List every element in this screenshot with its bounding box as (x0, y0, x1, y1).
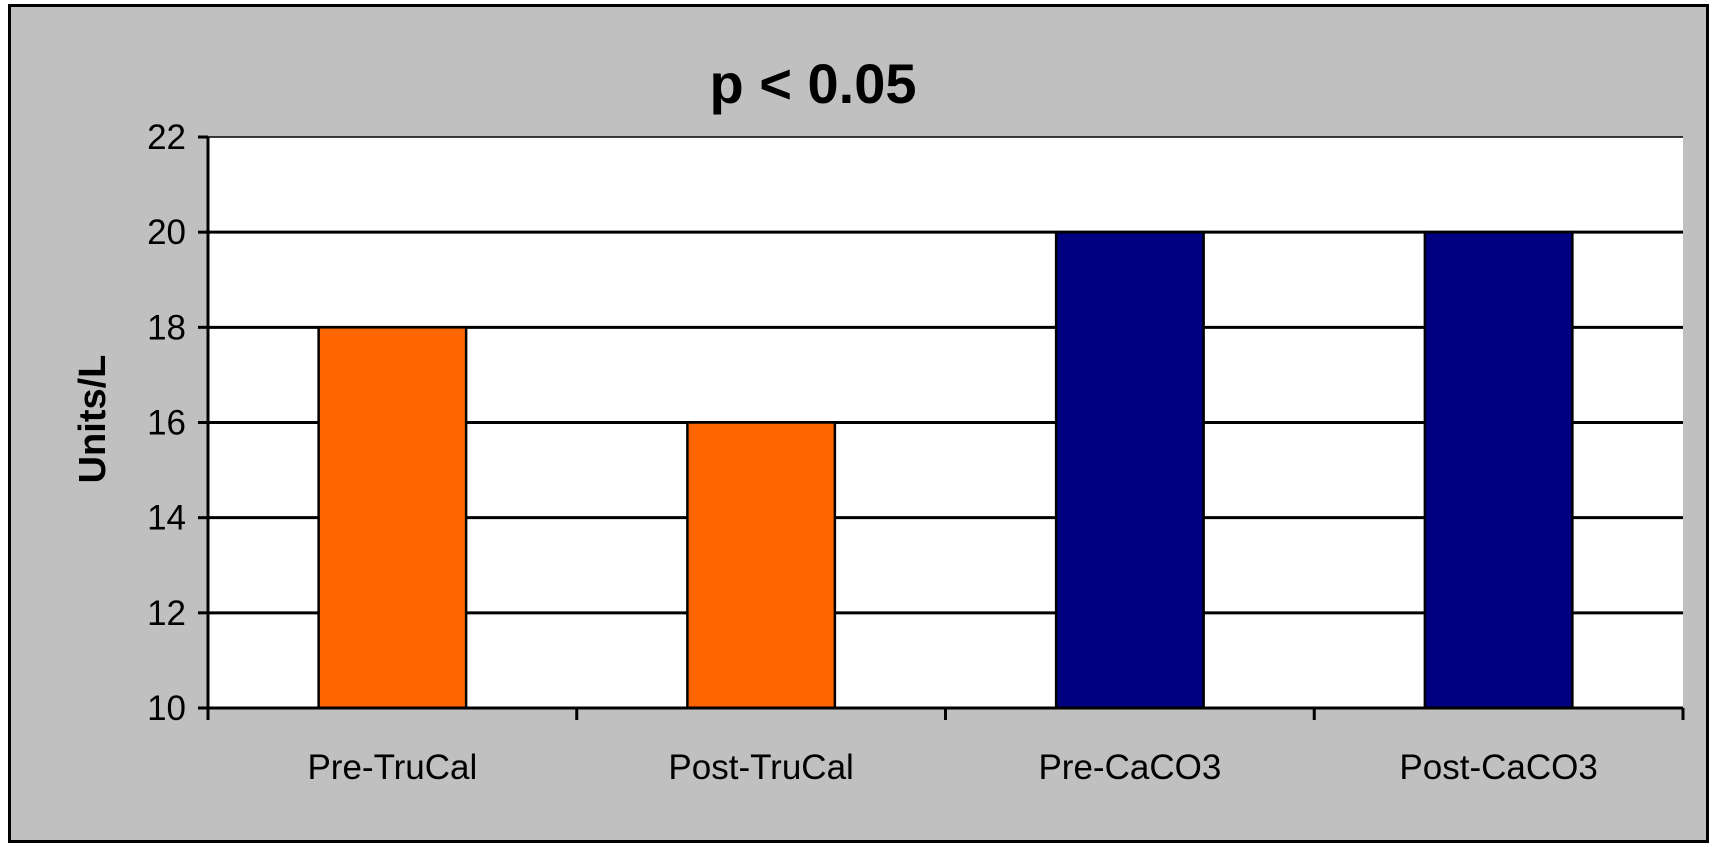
y-tick-label: 14 (147, 499, 186, 538)
y-axis-title: Units/L (72, 355, 114, 484)
y-tick-label: 22 (147, 118, 186, 157)
y-tick-label: 12 (147, 594, 186, 633)
x-tick-label: Pre-CaCO3 (1038, 748, 1221, 787)
chart-title: p < 0.05 (709, 52, 916, 115)
bar (686, 421, 837, 710)
x-tick-labels: Pre-TruCal Post-TruCal Pre-CaCO3 Post-CaCO3 (307, 748, 1597, 787)
y-tick-label: 20 (147, 213, 186, 252)
x-tick-label: Post-CaCO3 (1399, 748, 1597, 787)
bar (1423, 230, 1574, 710)
bars (317, 230, 1574, 710)
x-tick-label: Pre-TruCal (307, 748, 477, 787)
y-tick-labels: 10 12 14 16 18 20 22 (147, 118, 186, 728)
bar (1054, 230, 1205, 710)
x-tick-label: Post-TruCal (668, 748, 853, 787)
y-tick-label: 18 (147, 308, 186, 347)
axes (198, 135, 1685, 720)
chart-frame: p < 0.05 Units/L 10 12 14 16 18 20 22 Pre-TruC… (8, 4, 1709, 843)
bar (317, 326, 468, 710)
y-tick-label: 10 (147, 689, 186, 728)
bar-chart: p < 0.05 Units/L 10 12 14 16 18 20 22 Pre-TruC… (72, 52, 1685, 787)
y-tick-label: 16 (147, 404, 186, 443)
